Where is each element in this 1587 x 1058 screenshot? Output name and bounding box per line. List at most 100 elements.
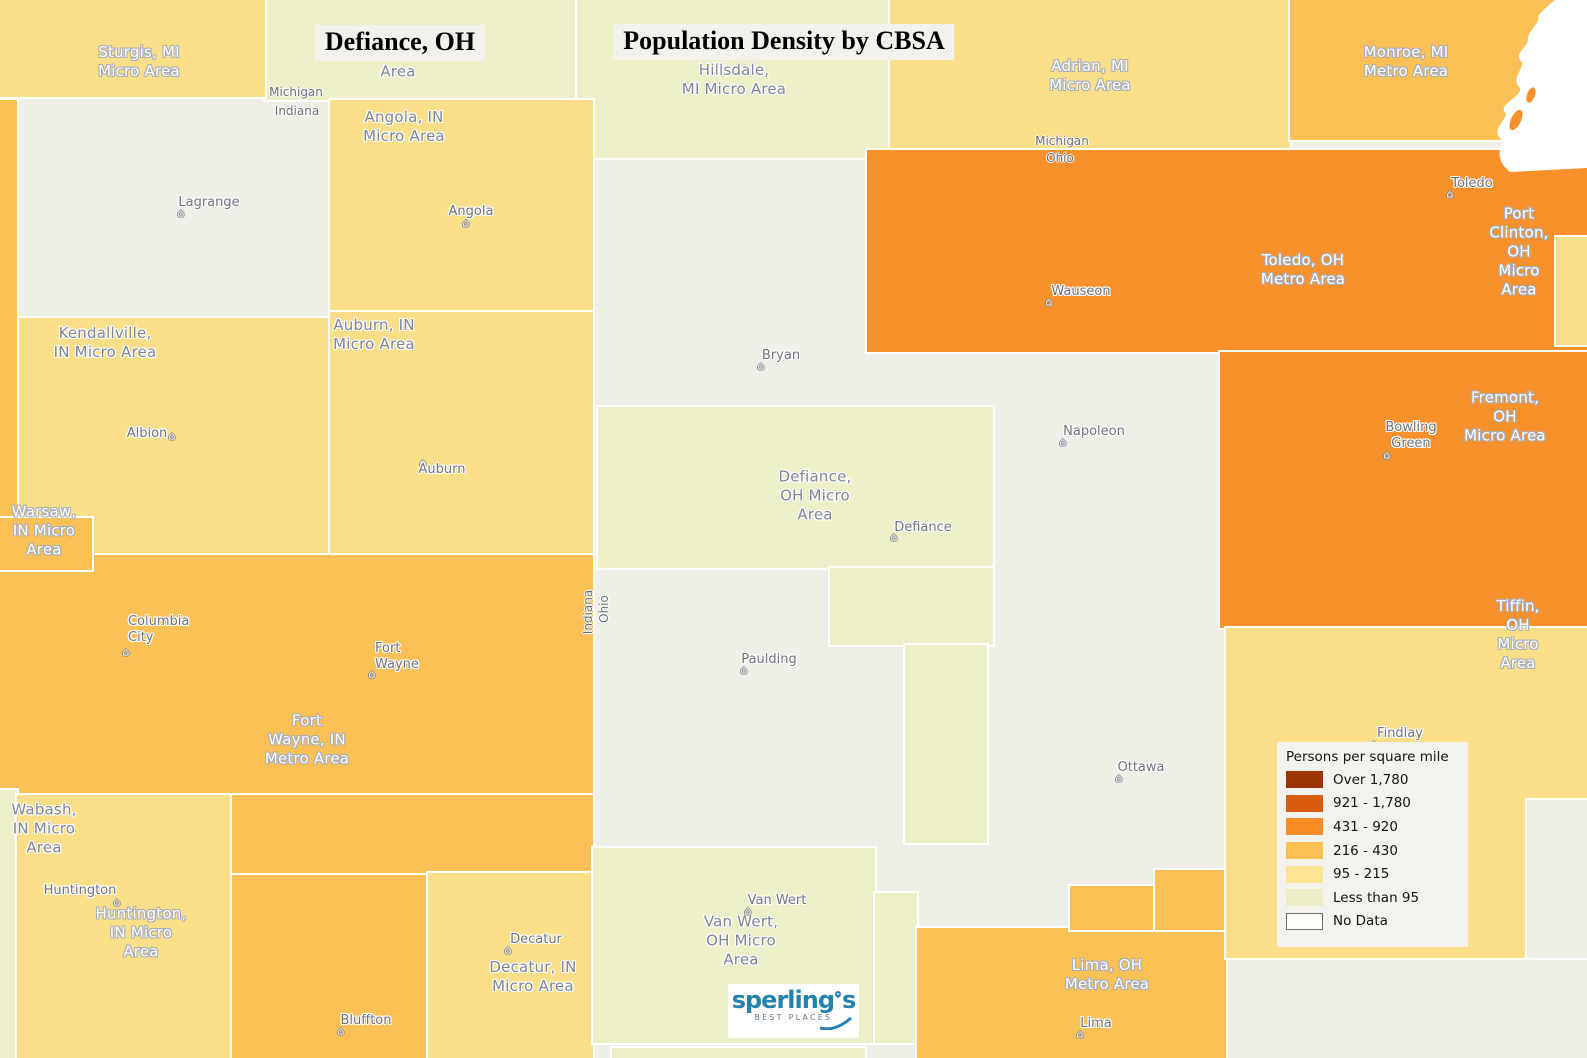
- city-label: Bowling Green: [1385, 420, 1437, 451]
- city-marker-icon: ⌂: [504, 943, 512, 957]
- legend-swatch: [1286, 771, 1323, 789]
- region-lima-oh-metro-c[interactable]: [1155, 870, 1226, 930]
- region-label-toledo-oh-metro: Toledo, OH Metro Area: [1260, 251, 1346, 288]
- region-van-wert-oh-micro-strip[interactable]: [612, 1048, 865, 1058]
- city-marker-icon: ⌂: [177, 206, 185, 220]
- city-label: Bluffton: [340, 1013, 392, 1028]
- region-label-adrian-mi-micro: Adrian, MI Micro Area: [1049, 57, 1131, 94]
- state-label: Ohio: [597, 595, 611, 623]
- legend-rows: Over 1,780 921 - 1,780 431 - 920 216 - 430 9…: [1277, 768, 1468, 933]
- city-marker-icon: ⌂: [462, 216, 470, 230]
- region-warsaw-in-micro-corner[interactable]: [0, 518, 92, 570]
- region-label-coldwater-partial: Area: [380, 62, 416, 81]
- city-label: Findlay: [1377, 726, 1423, 741]
- city-label: Defiance: [894, 520, 952, 535]
- region-label-warsaw-in-micro: Warsaw, IN Micro Area: [11, 502, 77, 559]
- region-toledo-oh-metro-main[interactable]: [867, 150, 1587, 352]
- region-sturgis-mi-micro[interactable]: [0, 0, 265, 97]
- city-label: Decatur: [510, 932, 562, 947]
- region-defiance-oh-micro-c[interactable]: [905, 645, 987, 843]
- city-label: Columbia City: [128, 614, 190, 645]
- region-tiffin-gray-notch[interactable]: [1527, 800, 1587, 958]
- city-label: Van Wert: [747, 893, 807, 908]
- region-label-auburn-in-micro: Auburn, IN Micro Area: [333, 316, 415, 353]
- region-adrian-mi-micro[interactable]: [890, 0, 1290, 158]
- region-label-wabash-in-micro: Wabash, IN Micro Area: [11, 800, 77, 857]
- region-label-defiance-oh-micro: Defiance, OH Micro Area: [778, 467, 852, 524]
- state-label: Indiana: [274, 104, 320, 118]
- region-label-fort-wayne-in-metro: Fort Wayne, IN Metro Area: [264, 711, 350, 768]
- city-marker-icon: ⌂: [757, 359, 765, 373]
- region-label-port-clinton-oh-micro: Port Clinton, OH Micro Area: [1489, 204, 1549, 299]
- city-label: Huntington: [43, 883, 117, 898]
- legend-row: 431 - 920: [1277, 815, 1468, 839]
- city-marker-icon: ⌂: [337, 1024, 345, 1038]
- region-label-hillsdale-mi-micro: Hillsdale, MI Micro Area: [681, 61, 787, 98]
- region-decatur-in-micro[interactable]: [428, 873, 593, 1058]
- city-label: Ottawa: [1117, 760, 1165, 775]
- region-fort-wayne-in-metro[interactable]: [0, 555, 593, 795]
- city-label: Lima: [1080, 1016, 1112, 1031]
- legend-swatch: [1286, 912, 1323, 930]
- city-marker-icon: ⌂: [113, 895, 121, 909]
- city-label: Lagrange: [178, 195, 240, 210]
- logo-tagline: BEST PLACES: [754, 1013, 833, 1022]
- city-marker-icon: ⌂: [1045, 295, 1053, 309]
- region-auburn-in-micro[interactable]: [330, 312, 593, 555]
- legend-row: Less than 95: [1277, 886, 1468, 910]
- city-marker-icon: ⌂: [1076, 1027, 1084, 1041]
- legend-label: 95 - 215: [1333, 866, 1390, 883]
- legend-row: Over 1,780: [1277, 768, 1468, 792]
- legend-label: 216 - 430: [1333, 842, 1398, 859]
- region-defiance-oh-micro-b[interactable]: [830, 568, 993, 645]
- region-wabash-in-micro[interactable]: [0, 790, 17, 1058]
- region-warsaw-in-micro-strip[interactable]: [0, 100, 17, 570]
- city-marker-icon: ⌂: [1446, 187, 1454, 201]
- legend-row: 921 - 1,780: [1277, 792, 1468, 816]
- state-label: Ohio: [1046, 151, 1074, 165]
- state-label: Indiana: [581, 589, 595, 635]
- state-label: Michigan: [1035, 134, 1089, 148]
- region-label-kendallville-in-micro: Kendallville, IN Micro Area: [53, 324, 157, 361]
- sperlings-logo[interactable]: sperling s BEST PLACES: [728, 984, 859, 1038]
- legend-label: Less than 95: [1333, 889, 1420, 906]
- region-defiance-oh-micro-a[interactable]: [598, 407, 993, 568]
- state-label: Michigan: [269, 85, 323, 99]
- region-label-angola-in-micro: Angola, IN Micro Area: [363, 108, 445, 145]
- city-marker-icon: ⌂: [368, 667, 376, 681]
- city-marker-icon: ⌂: [168, 429, 176, 443]
- city-label: Albion: [126, 426, 168, 441]
- legend-row: 95 - 215: [1277, 862, 1468, 886]
- legend-swatch: [1286, 818, 1323, 836]
- legend-title: Persons per square mile: [1286, 749, 1449, 765]
- region-toledo-oh-metro-east[interactable]: [1220, 352, 1587, 628]
- region-huntington-in-micro[interactable]: [17, 795, 230, 1058]
- map-pin-icon: [833, 989, 843, 999]
- logo-wordmark: sperling s: [731, 986, 857, 1014]
- region-label-decatur-in-micro: Decatur, IN Micro Area: [489, 958, 577, 995]
- legend-swatch: [1286, 842, 1323, 860]
- logo-swoosh: [819, 1016, 852, 1030]
- map-title-area: Defiance, OH: [314, 25, 486, 61]
- legend-swatch: [1286, 889, 1323, 907]
- legend-row: No Data: [1277, 910, 1468, 934]
- city-marker-icon: ⌂: [122, 645, 130, 659]
- legend-label: 921 - 1,780: [1333, 795, 1411, 812]
- region-lima-oh-metro-a[interactable]: [917, 928, 1226, 1058]
- region-fort-wayne-in-metro-s2[interactable]: [230, 875, 428, 1058]
- region-angola-in-micro[interactable]: [330, 100, 593, 312]
- city-marker-icon: ⌂: [419, 456, 427, 470]
- city-label: Napoleon: [1063, 424, 1125, 439]
- region-kendallville-in-micro[interactable]: [17, 318, 330, 555]
- region-van-wert-oh-micro-b[interactable]: [875, 893, 917, 1043]
- region-fort-wayne-in-metro-s1[interactable]: [230, 795, 593, 875]
- city-label: Wauseon: [1051, 284, 1111, 299]
- city-label: Toledo: [1451, 176, 1493, 191]
- map-title-main: Population Density by CBSA: [613, 24, 955, 60]
- city-label: Bryan: [761, 348, 801, 363]
- legend-row: 216 - 430: [1277, 839, 1468, 863]
- legend-label: Over 1,780: [1333, 771, 1409, 788]
- region-port-clinton-strip[interactable]: [1556, 237, 1587, 345]
- region-label-monroe-mi-metro: Monroe, MI Metro Area: [1363, 43, 1449, 80]
